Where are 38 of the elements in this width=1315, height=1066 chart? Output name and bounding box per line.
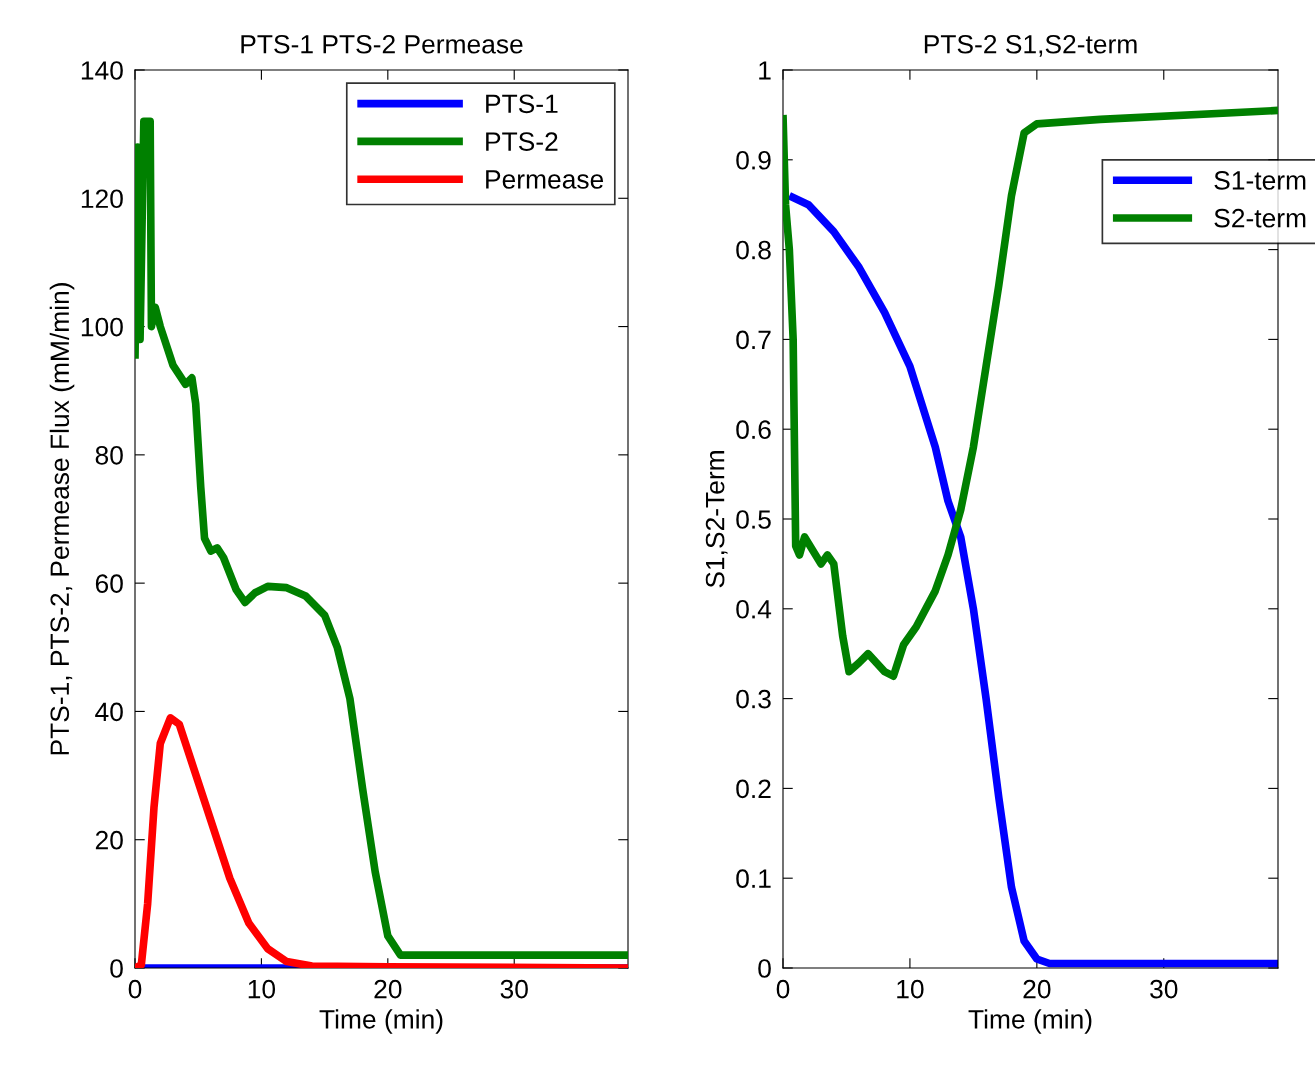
legend-label: Permease (486, 170, 604, 189)
legend-label: PTS-1 (486, 94, 558, 114)
y-tick-label: 1 (759, 61, 771, 80)
x-axis-title: Time (min) (968, 1009, 1092, 1034)
y-tick-label: 80 (95, 445, 123, 465)
y-tick-label: 20 (95, 830, 123, 850)
legend-label: S2-term (1214, 208, 1306, 228)
y-tick-label: 0.3 (736, 689, 771, 709)
legend-label: S1-term (1214, 171, 1306, 190)
y-tick-label: 0 (110, 959, 123, 978)
x-tick-label: 20 (374, 979, 402, 999)
y-tick-label: 0.9 (736, 150, 771, 170)
x-tick-label: 10 (248, 979, 276, 999)
legend-label: PTS-2 (486, 132, 558, 151)
y-tick-label: 0.7 (736, 330, 771, 350)
x-tick-label: 30 (500, 979, 528, 999)
chart-title: PTS-2 S1,S2-term (924, 34, 1137, 57)
y-tick-label: 0.8 (736, 240, 771, 260)
chart-title: PTS-1 PTS-2 Permease (241, 34, 523, 54)
y-axis-title: S1,S2-Term (705, 451, 728, 588)
y-tick-label: 0.2 (736, 779, 771, 799)
x-axis-title: Time (min) (319, 1009, 443, 1034)
y-tick-label: 140 (81, 61, 123, 80)
y-tick-label: 40 (95, 702, 123, 722)
y-axis-title: PTS-1, PTS-2, Permease Flux (mM/min) (49, 283, 75, 755)
y-tick-label: 60 (95, 574, 123, 593)
y-tick-label: 0.6 (736, 420, 771, 440)
y-tick-label: 0.5 (736, 510, 771, 529)
x-tick-label: 30 (1150, 979, 1178, 999)
x-tick-label: 20 (1023, 979, 1051, 999)
y-tick-label: 0.4 (736, 599, 772, 619)
x-tick-label: 0 (128, 979, 142, 999)
y-tick-label: 120 (81, 189, 123, 209)
x-tick-label: 0 (776, 979, 790, 999)
y-tick-label: 100 (81, 317, 123, 337)
y-tick-label: 0 (758, 959, 771, 978)
y-tick-label: 0.1 (736, 869, 771, 889)
x-tick-label: 10 (897, 979, 924, 999)
